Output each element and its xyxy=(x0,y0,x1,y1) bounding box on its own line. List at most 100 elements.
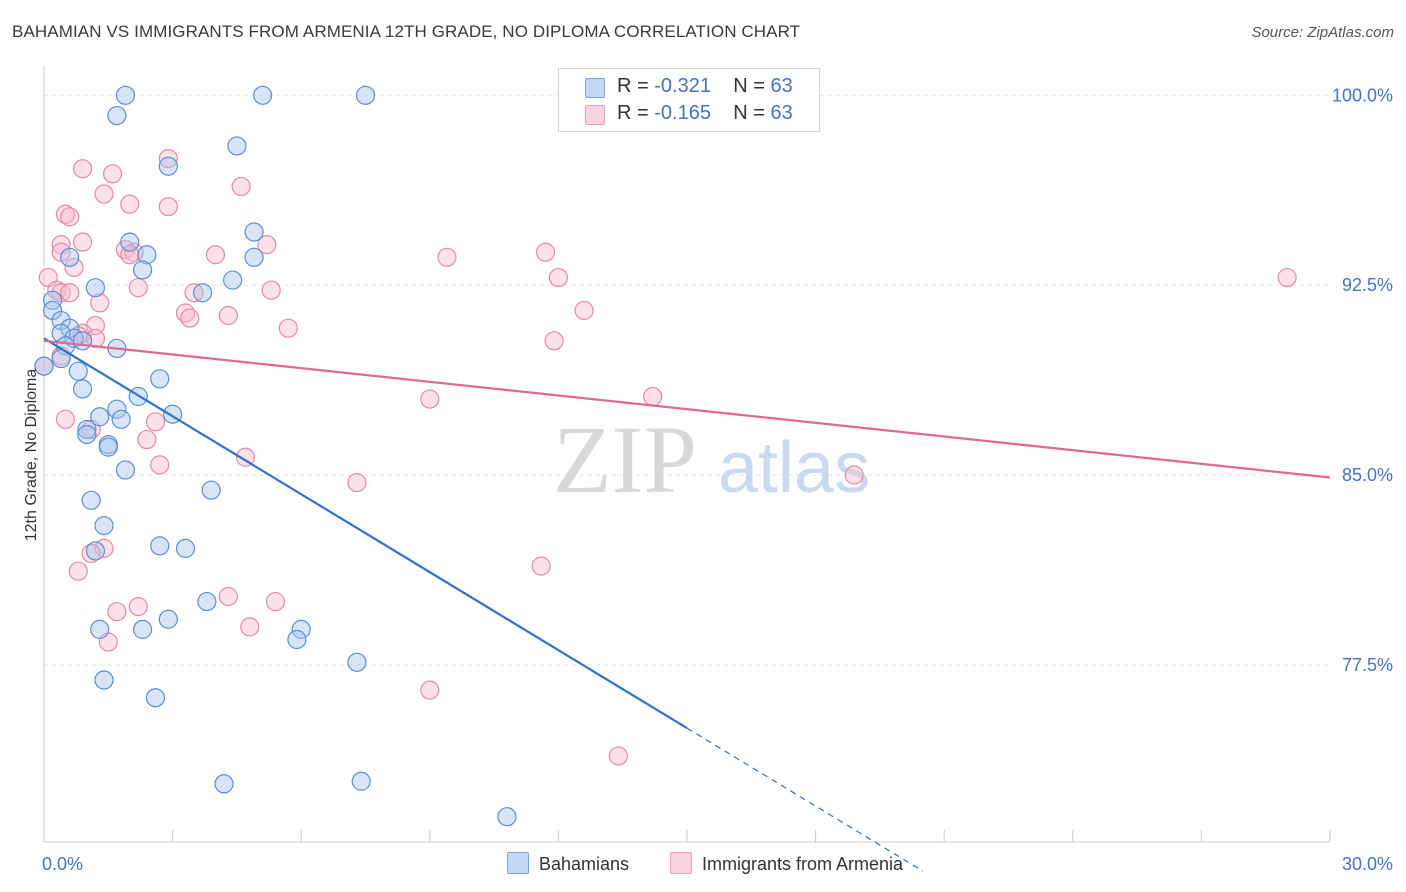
data-point xyxy=(265,591,286,612)
legend-text: R = -0.321 N = 63 xyxy=(617,75,793,98)
data-point xyxy=(77,424,97,445)
data-point xyxy=(107,399,127,419)
trend-line xyxy=(43,339,1331,479)
legend-label: Bahamians xyxy=(539,854,630,874)
data-point xyxy=(145,412,166,432)
data-point xyxy=(218,586,238,607)
data-point xyxy=(253,85,273,105)
data-point xyxy=(150,455,170,475)
data-point xyxy=(85,278,106,298)
data-point xyxy=(214,774,234,794)
data-point xyxy=(85,541,106,561)
data-point xyxy=(107,602,127,622)
data-point xyxy=(128,278,148,298)
x-tick-label: 30.0% xyxy=(1342,854,1393,874)
data-point xyxy=(94,516,114,536)
data-point xyxy=(115,85,136,105)
trend-line xyxy=(43,337,688,730)
n-value: 63 xyxy=(770,102,793,124)
data-point xyxy=(227,136,247,156)
data-point xyxy=(68,361,88,381)
data-point xyxy=(548,267,569,288)
correlation-legend: R = -0.321 N = 63 R = -0.165 N = 63 xyxy=(558,68,820,132)
axes xyxy=(43,66,1331,843)
data-point xyxy=(68,561,88,581)
data-point xyxy=(34,356,54,376)
chart-source: Source: ZipAtlas.com xyxy=(1251,24,1394,41)
data-point xyxy=(175,538,196,558)
data-point xyxy=(291,619,311,639)
data-point xyxy=(102,164,123,184)
data-point xyxy=(223,270,243,290)
data-point xyxy=(60,207,80,227)
data-point xyxy=(201,480,221,500)
data-point xyxy=(608,746,629,766)
data-point xyxy=(150,369,170,389)
data-point xyxy=(244,247,264,267)
data-point xyxy=(420,680,440,700)
series-immigrants-from-armenia xyxy=(34,148,1297,766)
chart-title: BAHAMIAN VS IMMIGRANTS FROM ARMENIA 12TH… xyxy=(12,22,801,41)
data-point xyxy=(132,260,153,280)
data-point xyxy=(81,490,101,510)
r-value: -0.321 xyxy=(654,75,711,97)
y-tick-label: 92.5% xyxy=(1342,275,1393,295)
data-point xyxy=(287,629,307,650)
data-point xyxy=(261,280,281,300)
data-point xyxy=(244,222,264,242)
series-bahamians xyxy=(34,85,517,827)
data-point xyxy=(1277,267,1297,288)
data-point xyxy=(531,556,551,576)
y-axis-label: 12th Grade, No Diploma xyxy=(23,369,40,542)
data-point xyxy=(240,617,260,637)
data-point xyxy=(55,409,76,429)
data-point xyxy=(544,331,564,351)
data-point xyxy=(643,386,663,407)
trend-lines xyxy=(43,337,1331,872)
legend-item-armenia: Immigrants from Armenia xyxy=(670,852,903,876)
data-point xyxy=(94,184,114,204)
r-value: -0.165 xyxy=(654,102,711,124)
y-tick-label: 85.0% xyxy=(1342,465,1393,485)
data-point xyxy=(158,197,178,217)
data-point xyxy=(347,472,367,493)
data-point xyxy=(111,409,131,429)
data-point xyxy=(574,300,594,321)
watermark-atlas: atlas xyxy=(718,428,870,508)
n-label: N = xyxy=(733,75,771,97)
data-point xyxy=(231,176,251,197)
data-point xyxy=(137,245,157,265)
tick-labels: 100.0% 92.5% 85.0% 77.5% 0.0% 30.0% xyxy=(42,85,1393,874)
legend-item-bahamians: Bahamians xyxy=(507,852,629,876)
watermark: ZIP atlas xyxy=(553,406,870,513)
n-value: 63 xyxy=(770,75,793,97)
r-label: R = xyxy=(617,102,655,124)
data-point xyxy=(197,591,217,612)
data-point xyxy=(64,257,84,278)
data-point xyxy=(72,331,93,351)
data-point xyxy=(193,283,213,303)
legend-swatch-pink xyxy=(670,852,692,874)
data-point xyxy=(437,247,457,267)
legend-swatch-blue xyxy=(507,852,529,874)
legend-label: Immigrants from Armenia xyxy=(702,854,904,874)
r-label: R = xyxy=(617,75,655,97)
data-point xyxy=(235,447,256,467)
data-point xyxy=(158,609,178,629)
data-point xyxy=(355,85,376,105)
data-point xyxy=(844,465,864,485)
data-point xyxy=(60,283,80,303)
legend-row-bahamians: R = -0.321 N = 63 xyxy=(559,73,819,101)
data-point xyxy=(42,290,63,310)
data-point xyxy=(158,156,178,176)
legend-swatch-pink xyxy=(585,105,605,125)
n-label: N = xyxy=(733,102,771,124)
y-tick-label: 100.0% xyxy=(1332,85,1393,105)
data-point xyxy=(218,305,238,326)
legend-swatch-blue xyxy=(585,78,605,98)
legend-text: R = -0.165 N = 63 xyxy=(617,102,793,125)
data-point xyxy=(60,247,80,267)
data-point xyxy=(257,235,277,255)
data-point xyxy=(205,245,226,265)
